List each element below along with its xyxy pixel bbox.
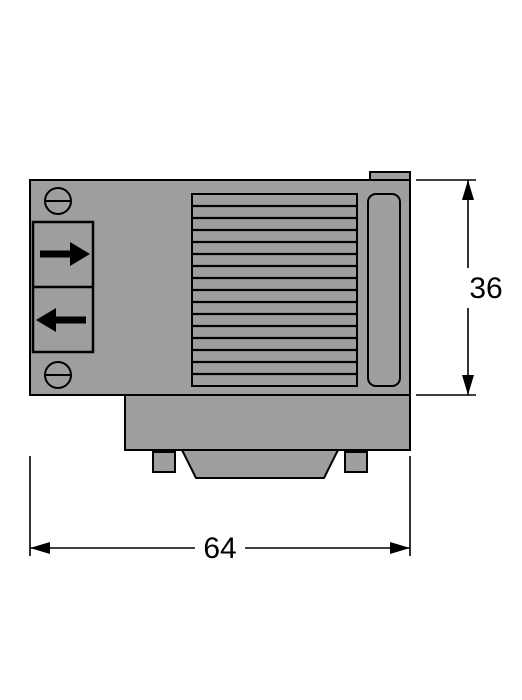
dimension-height: 36 (416, 180, 503, 395)
technical-drawing: 64 36 (0, 0, 522, 700)
terminal-block (33, 222, 93, 352)
dsub-tab-right (345, 452, 367, 472)
dimension-width-label: 64 (203, 532, 236, 565)
drawing-svg: 64 36 (0, 0, 522, 700)
dimension-height-label: 36 (469, 272, 502, 305)
dsub-shell (182, 450, 338, 478)
screw-bottom (45, 362, 71, 388)
right-panel (368, 194, 400, 386)
screw-top (45, 188, 71, 214)
dsub-tab-left (153, 452, 175, 472)
